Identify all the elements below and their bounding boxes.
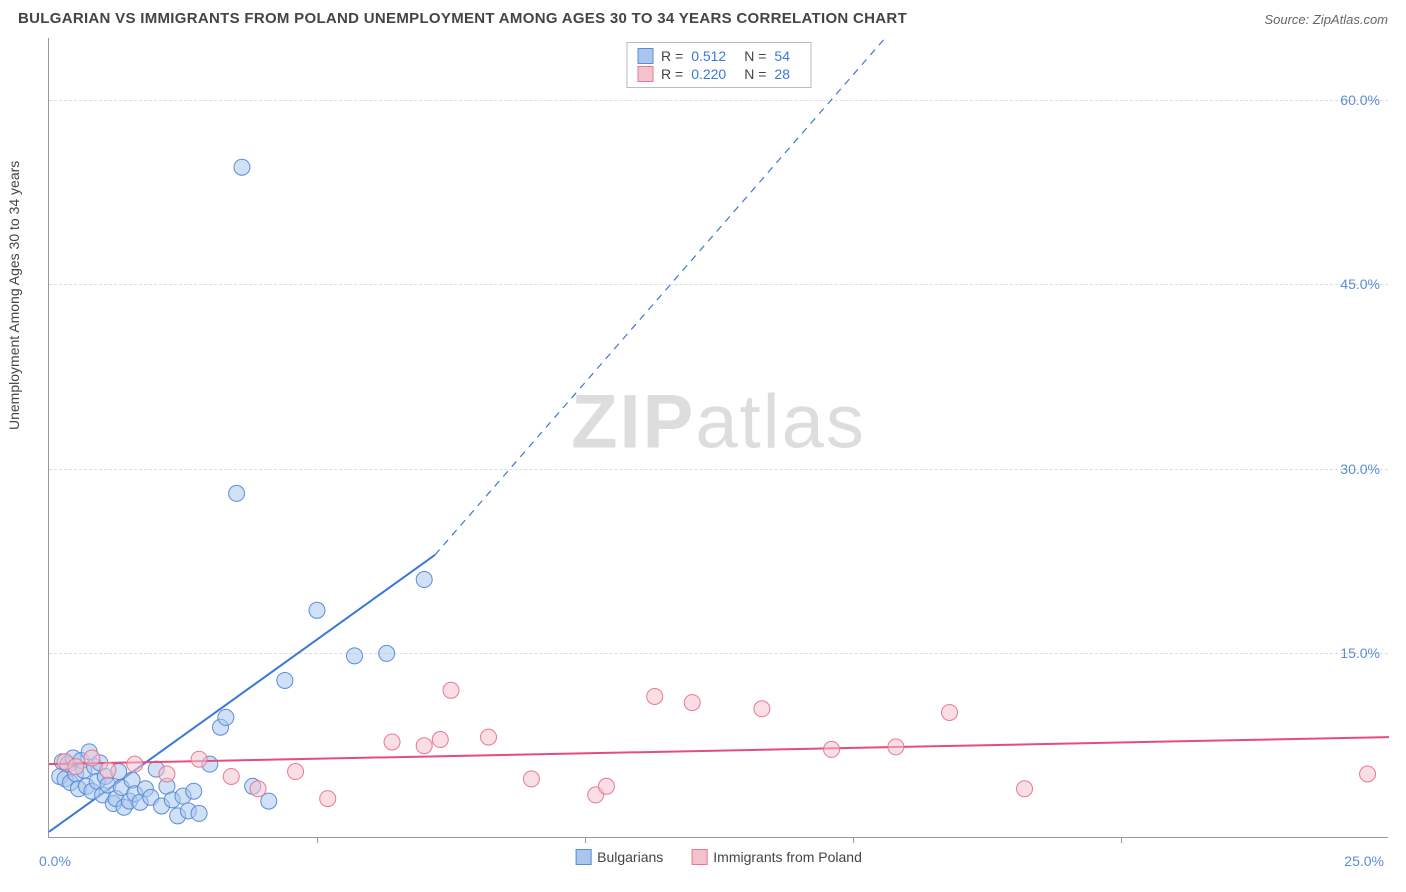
data-point: [888, 739, 904, 755]
data-point: [941, 704, 957, 720]
legend-label-1: Bulgarians: [597, 849, 663, 865]
data-point: [84, 750, 100, 766]
data-point: [159, 766, 175, 782]
y-tick-label: 15.0%: [1340, 645, 1380, 661]
bottom-legend: Bulgarians Immigrants from Poland: [575, 849, 862, 865]
x-tick-0: 0.0%: [39, 853, 71, 869]
y-tick-label: 45.0%: [1340, 276, 1380, 292]
data-point: [100, 762, 116, 778]
data-point: [309, 602, 325, 618]
plot-area: ZIPatlas R = 0.512 N = 54 R = 0.220 N = …: [48, 38, 1388, 838]
x-tick-25: 25.0%: [1344, 853, 1384, 869]
data-point: [416, 738, 432, 754]
chart-title: BULGARIAN VS IMMIGRANTS FROM POLAND UNEM…: [18, 10, 907, 27]
r-label-1: R =: [661, 48, 683, 64]
data-point: [277, 672, 293, 688]
data-point: [523, 771, 539, 787]
data-point: [218, 709, 234, 725]
data-point: [598, 778, 614, 794]
x-tick-mark: [1121, 837, 1122, 843]
data-point: [191, 805, 207, 821]
legend-swatch-1: [575, 849, 591, 865]
data-point: [347, 648, 363, 664]
source-label: Source: ZipAtlas.com: [1264, 12, 1388, 27]
stats-row-2: R = 0.220 N = 28: [637, 65, 800, 83]
swatch-series-1: [637, 48, 653, 64]
data-point: [1017, 781, 1033, 797]
data-point: [68, 759, 84, 775]
legend-item-2: Immigrants from Poland: [691, 849, 862, 865]
data-point: [1360, 766, 1376, 782]
n-value-2: 28: [774, 66, 790, 82]
data-point: [379, 645, 395, 661]
data-point: [186, 783, 202, 799]
data-point: [481, 729, 497, 745]
data-point: [191, 751, 207, 767]
chart-svg: [49, 38, 1388, 837]
trend-line-2: [49, 737, 1389, 764]
stats-row-1: R = 0.512 N = 54: [637, 47, 800, 65]
r-value-1: 0.512: [691, 48, 726, 64]
r-value-2: 0.220: [691, 66, 726, 82]
legend-swatch-2: [691, 849, 707, 865]
data-point: [647, 688, 663, 704]
y-tick-label: 60.0%: [1340, 92, 1380, 108]
r-label-2: R =: [661, 66, 683, 82]
data-point: [250, 781, 266, 797]
y-tick-label: 30.0%: [1340, 461, 1380, 477]
data-point: [443, 682, 459, 698]
n-label-2: N =: [744, 66, 766, 82]
data-point: [288, 764, 304, 780]
legend-item-1: Bulgarians: [575, 849, 663, 865]
n-value-1: 54: [774, 48, 790, 64]
data-point: [684, 695, 700, 711]
x-tick-mark: [853, 837, 854, 843]
data-point: [384, 734, 400, 750]
y-axis-label: Unemployment Among Ages 30 to 34 years: [6, 161, 22, 430]
data-point: [127, 756, 143, 772]
data-point: [432, 732, 448, 748]
x-tick-mark: [317, 837, 318, 843]
data-point: [824, 741, 840, 757]
data-point: [223, 768, 239, 784]
x-tick-mark: [585, 837, 586, 843]
data-point: [320, 791, 336, 807]
trend-line-1-ext: [435, 38, 885, 555]
swatch-series-2: [637, 66, 653, 82]
legend-label-2: Immigrants from Poland: [713, 849, 862, 865]
n-label-1: N =: [744, 48, 766, 64]
data-point: [416, 572, 432, 588]
stats-legend-box: R = 0.512 N = 54 R = 0.220 N = 28: [626, 42, 811, 88]
data-point: [229, 485, 245, 501]
data-point: [234, 159, 250, 175]
data-point: [754, 701, 770, 717]
